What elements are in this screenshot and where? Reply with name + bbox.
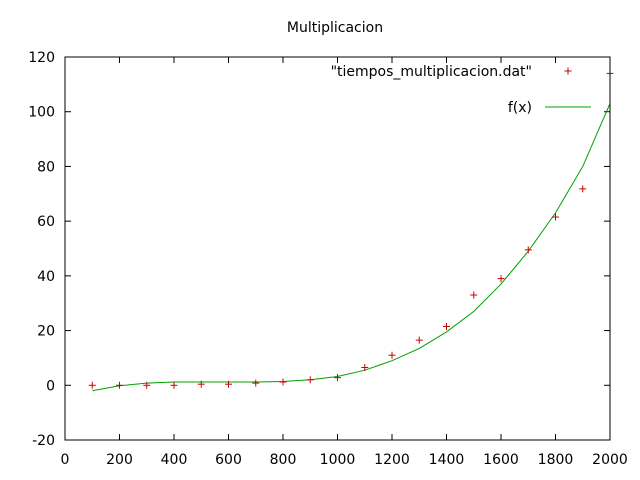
x-tick-label: 800	[270, 452, 297, 468]
x-tick-label: 1000	[320, 452, 356, 468]
line-layer	[92, 103, 611, 392]
legend-label: "tiempos_multiplicacion.dat"	[331, 64, 532, 80]
legend: "tiempos_multiplicacion.dat" f(x)	[331, 64, 591, 116]
x-tick-label: 1600	[483, 452, 519, 468]
tick-layer: 0 200 400 600 800 1000 1200 1400 1600 1800 2000-20…	[28, 50, 628, 468]
plot-frame	[64, 56, 611, 441]
x-tick-label: 0	[61, 452, 70, 468]
data-point	[88, 381, 96, 389]
y-tick-label: -20	[32, 433, 55, 449]
data-point	[470, 291, 478, 299]
y-tick-label: 40	[37, 269, 55, 285]
x-tick-label: 1400	[429, 452, 465, 468]
y-tick-label: 0	[46, 378, 55, 394]
y-tick-label: 20	[37, 324, 55, 340]
point-layer	[88, 69, 614, 389]
x-tick-label: 600	[215, 452, 242, 468]
y-tick-label: 100	[28, 105, 55, 121]
x-tick-label: 2000	[592, 452, 628, 468]
data-point	[116, 381, 123, 389]
data-point	[252, 379, 260, 387]
legend-label: f(x)	[508, 100, 532, 116]
data-point	[388, 351, 396, 359]
data-point	[170, 381, 178, 389]
data-point	[334, 374, 341, 382]
y-tick-label: 80	[37, 159, 55, 175]
data-point	[279, 378, 287, 386]
x-tick-label: 1200	[374, 452, 410, 468]
legend-marker-sample	[564, 67, 572, 75]
data-point	[443, 322, 450, 330]
y-tick-label: 60	[37, 214, 55, 230]
y-tick-label: 120	[28, 50, 55, 66]
x-tick-label: 200	[106, 452, 133, 468]
data-point	[415, 336, 423, 344]
x-tick-label: 400	[161, 452, 188, 468]
data-point	[225, 380, 232, 388]
series-line-fx	[92, 103, 611, 392]
data-point	[143, 381, 151, 389]
data-point	[524, 246, 532, 254]
data-point	[306, 376, 314, 384]
data-point	[552, 213, 559, 221]
data-point	[361, 364, 369, 372]
data-point	[497, 275, 505, 283]
data-point	[579, 185, 587, 193]
chart-title: Multiplicacion	[287, 20, 383, 36]
x-tick-label: 1800	[538, 452, 574, 468]
data-point	[197, 380, 205, 388]
